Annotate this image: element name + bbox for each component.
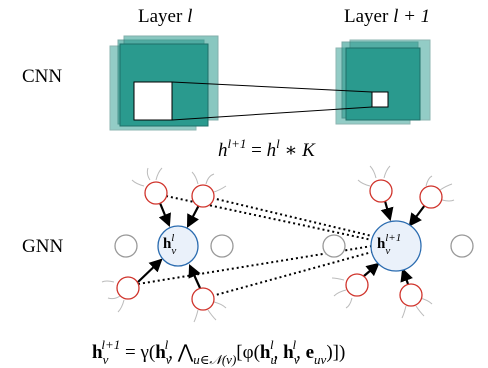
text-part: l bbox=[276, 136, 280, 151]
text-part: Layer bbox=[138, 6, 187, 27]
text-part: h bbox=[267, 140, 277, 161]
text-part: K bbox=[301, 140, 316, 161]
text-part: h bbox=[155, 342, 166, 363]
squiggles bbox=[101, 165, 455, 323]
text-part: l+1 bbox=[101, 337, 120, 352]
row-label: CNN bbox=[22, 66, 62, 87]
text-part: l bbox=[171, 232, 174, 244]
gnn-edges bbox=[137, 200, 426, 289]
cnn-right bbox=[335, 39, 431, 125]
text-part: l+1 bbox=[228, 136, 247, 151]
cnn-left bbox=[109, 35, 219, 131]
projection-line bbox=[171, 81, 373, 93]
text-part: v bbox=[171, 245, 176, 257]
text-part: v bbox=[294, 352, 300, 367]
text-part: v bbox=[166, 352, 172, 367]
text-part: l + 1 bbox=[393, 6, 430, 27]
text-part: , bbox=[296, 342, 306, 363]
node-label: hvl bbox=[163, 232, 176, 257]
text-part: l bbox=[292, 337, 296, 352]
text-part: u bbox=[271, 352, 278, 367]
node-label: hvl+1 bbox=[377, 232, 401, 257]
text-part: uv bbox=[314, 352, 327, 367]
text-part: l bbox=[187, 6, 192, 27]
text-part: h bbox=[260, 342, 271, 363]
text-part: l+1 bbox=[385, 232, 401, 244]
gnn-equation: hvl+1 = γ(hvl, ⋀u∈𝒩(v)[φ(hul, hvl, euv)]… bbox=[92, 337, 345, 367]
projection-line bbox=[171, 106, 373, 121]
text-part: = bbox=[246, 140, 266, 161]
text-part: l bbox=[165, 337, 169, 352]
text-part: h bbox=[218, 140, 228, 161]
text-part: )]) bbox=[326, 342, 345, 363]
text-part: Layer bbox=[344, 6, 393, 27]
text-part: l bbox=[270, 337, 274, 352]
text-part: h bbox=[283, 342, 294, 363]
text-part: h bbox=[92, 342, 103, 363]
text-part: u∈𝒩(v) bbox=[193, 352, 236, 367]
text-part: h bbox=[163, 236, 172, 252]
gnn-nodes bbox=[114, 179, 474, 311]
text-part: [φ( bbox=[236, 342, 260, 363]
text-part: = γ( bbox=[120, 342, 155, 363]
row-label: GNN bbox=[22, 236, 63, 257]
layer-label: Layer l + 1 bbox=[344, 6, 430, 27]
text-part: v bbox=[103, 352, 109, 367]
text-part: , ⋀ bbox=[168, 342, 194, 363]
text-part: h bbox=[377, 236, 386, 252]
text-part: e bbox=[306, 342, 314, 363]
layer-label: Layer l bbox=[138, 6, 192, 27]
text-part: , bbox=[274, 342, 284, 363]
cnn-equation: hl+1 = hl ∗ K bbox=[218, 136, 316, 161]
text-part: v bbox=[385, 245, 390, 257]
text-part: ∗ bbox=[280, 140, 302, 161]
